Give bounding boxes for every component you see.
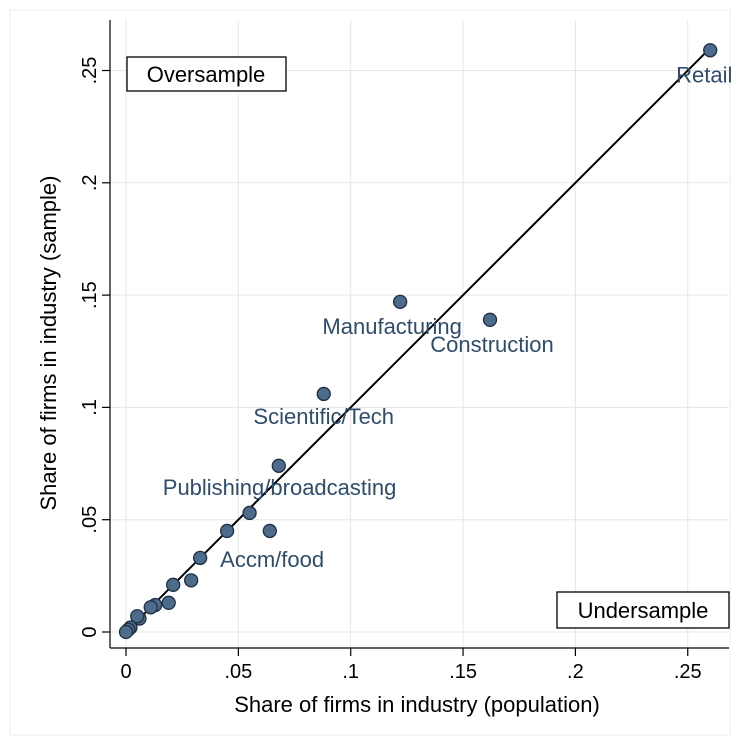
y-tick-label: 0 xyxy=(79,626,101,637)
data-point xyxy=(193,550,208,566)
data-point xyxy=(130,609,145,624)
y-axis-title: Share of firms in industry (sample) xyxy=(36,176,61,511)
data-label: Accm/food xyxy=(220,547,324,572)
data-label: Manufacturing xyxy=(322,314,461,339)
data-label: Publishing/broadcasting xyxy=(163,475,397,500)
data-point xyxy=(219,523,235,539)
data-point xyxy=(316,386,331,402)
data-point xyxy=(271,458,286,473)
x-tick-label: .25 xyxy=(674,661,702,683)
data-label: Construction xyxy=(430,332,554,357)
grid xyxy=(110,20,729,648)
data-point xyxy=(184,573,199,588)
x-tick-label: .05 xyxy=(224,661,252,683)
data-label: Retail xyxy=(676,62,732,87)
data-label: Scientific/Tech xyxy=(253,404,394,429)
y-tick-label: .15 xyxy=(79,281,101,309)
x-tick-label: .2 xyxy=(567,661,584,683)
data-point xyxy=(242,505,257,521)
data-point xyxy=(143,600,158,615)
x-axis-title: Share of firms in industry (population) xyxy=(234,692,600,717)
data-point xyxy=(482,312,498,327)
y-tick-label: .25 xyxy=(79,57,101,85)
x-tick-label: .1 xyxy=(342,661,359,683)
data-point xyxy=(703,43,718,58)
data-point xyxy=(392,294,408,309)
axes: 0 .05 .1 .15 .2 .25 0 .05 .1 .15 .2 .25 xyxy=(79,20,729,683)
data-point xyxy=(161,595,176,610)
y-tick-label: .05 xyxy=(79,506,101,534)
x-tick-label: 0 xyxy=(120,661,131,683)
undersample-box: Undersample xyxy=(556,591,730,629)
oversample-label: Oversample xyxy=(147,62,266,87)
data-point xyxy=(262,523,277,539)
y-tick-label: .2 xyxy=(79,174,101,191)
undersample-label: Undersample xyxy=(578,598,709,623)
data-point xyxy=(166,577,181,592)
data-point xyxy=(118,624,134,640)
x-tick-label: .15 xyxy=(449,661,477,683)
y-tick-label: .1 xyxy=(79,399,101,416)
oversample-box: Oversample xyxy=(126,56,287,92)
data-points xyxy=(118,43,718,640)
